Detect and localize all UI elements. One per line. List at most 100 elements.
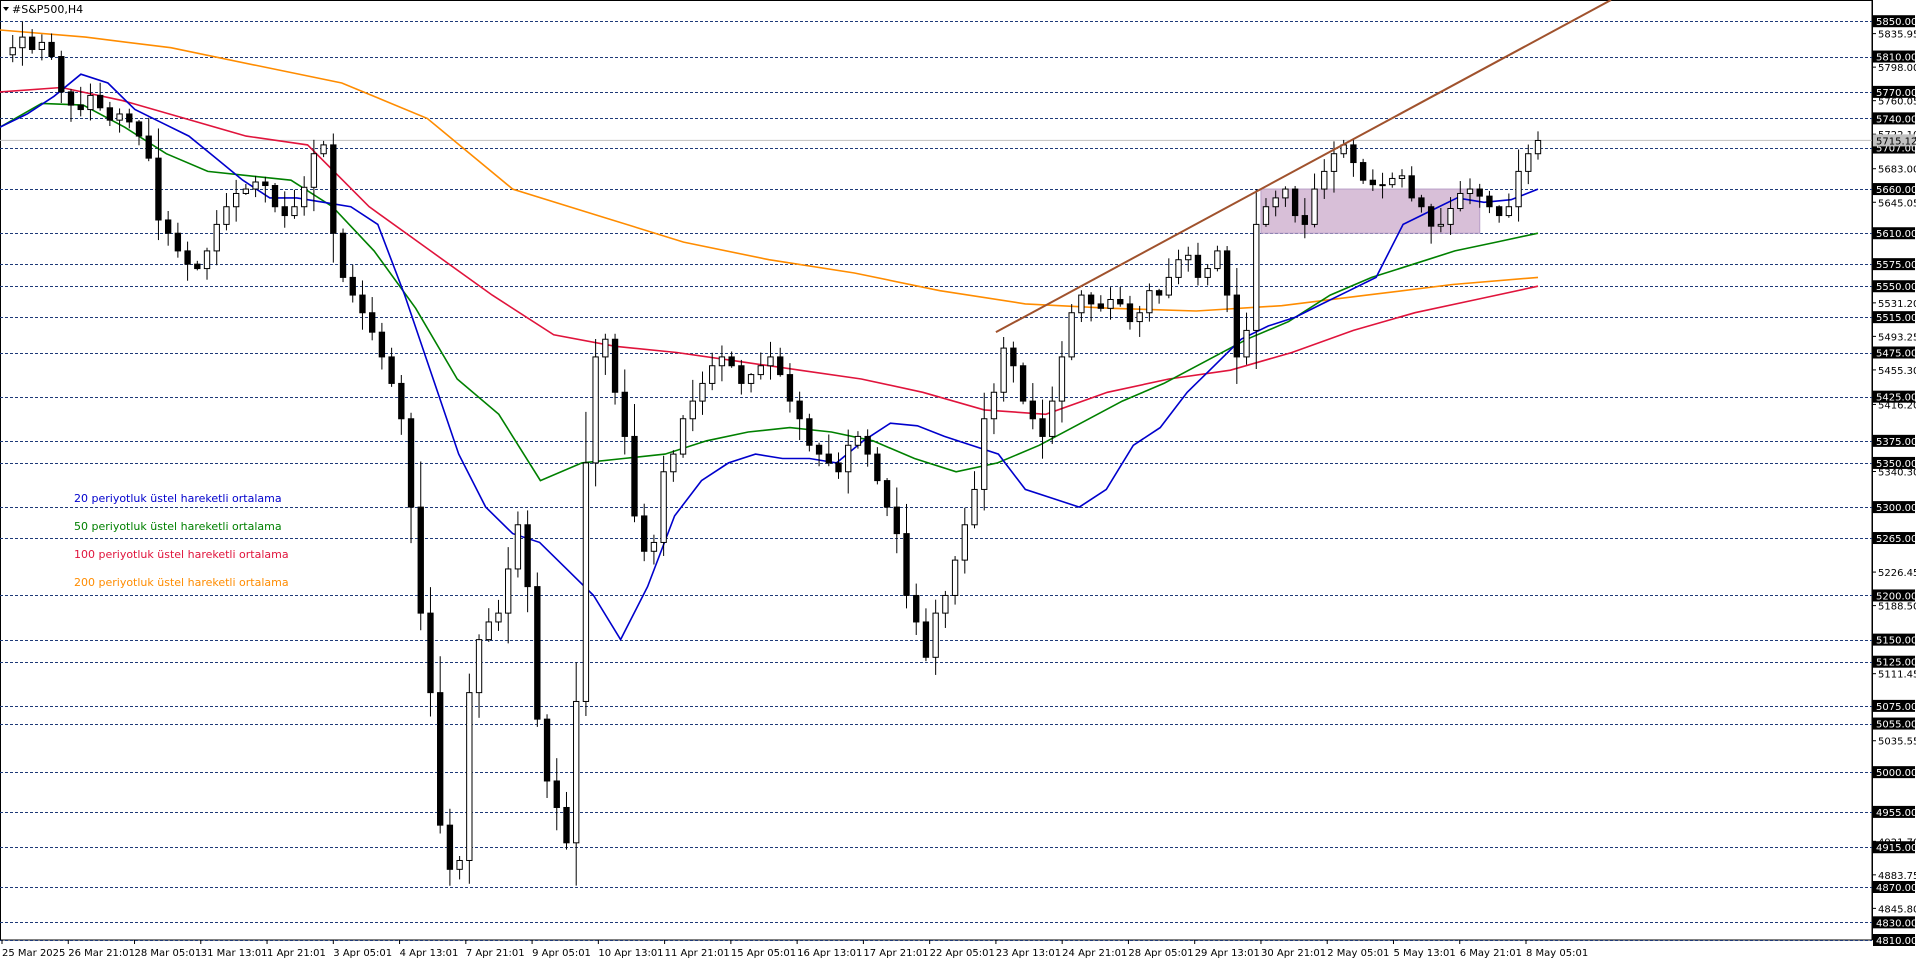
candle-bear bbox=[330, 144, 337, 234]
candle-bull bbox=[1243, 329, 1250, 358]
time-tick-label: 7 Apr 21:01 bbox=[466, 948, 525, 959]
time-tick-label: 10 Apr 13:01 bbox=[598, 948, 663, 959]
candle-bull bbox=[242, 188, 250, 194]
candle-bull bbox=[475, 639, 483, 694]
candle-bear bbox=[611, 338, 619, 393]
candle-bear bbox=[543, 718, 551, 782]
candle-bull bbox=[961, 524, 968, 561]
candle-bear bbox=[58, 56, 65, 93]
candle-bull bbox=[232, 192, 240, 208]
candle-bull bbox=[1457, 192, 1464, 209]
candle-bear bbox=[1126, 303, 1134, 323]
price-level-label: 5475.00 bbox=[1876, 349, 1916, 360]
time-tick-label: 5 May 13:01 bbox=[1393, 948, 1455, 959]
candle-bull bbox=[514, 524, 522, 570]
candle-bull bbox=[699, 382, 706, 402]
price-level-tag bbox=[1873, 880, 1915, 893]
candle-bear bbox=[641, 515, 648, 552]
candle-bear bbox=[339, 232, 347, 278]
candle-bull bbox=[767, 356, 774, 367]
candle-bull bbox=[213, 223, 220, 252]
candle-bear bbox=[913, 594, 920, 623]
candle-bull bbox=[1165, 276, 1172, 296]
legend-item: 50 periyotluk üstel hareketli ortalama bbox=[74, 520, 282, 533]
price-tick-label: 5645.05 bbox=[1878, 198, 1916, 209]
candle-bull bbox=[1311, 188, 1318, 225]
time-tick-label: 29 Apr 13:01 bbox=[1195, 948, 1260, 959]
candle-bear bbox=[48, 41, 55, 58]
price-level-label: 4955.00 bbox=[1876, 808, 1916, 819]
price-tick-label: 5188.50 bbox=[1878, 602, 1916, 613]
candle-bull bbox=[932, 612, 939, 658]
candle-bear bbox=[1194, 254, 1202, 278]
candle-bull bbox=[300, 186, 308, 208]
price-tick-label: 5798.00 bbox=[1878, 63, 1916, 74]
price-tick-label: 5111.45 bbox=[1878, 670, 1916, 681]
time-tick-label: 8 May 05:01 bbox=[1526, 948, 1588, 959]
candle-bear bbox=[126, 113, 133, 123]
candle-bear bbox=[437, 692, 444, 826]
price-level-tag bbox=[1873, 346, 1915, 359]
price-level-label: 5575.00 bbox=[1876, 260, 1916, 271]
price-tick-label: 5416.20 bbox=[1878, 400, 1916, 411]
candle-bear bbox=[96, 94, 104, 109]
price-level-label: 5350.00 bbox=[1876, 459, 1916, 470]
price-level-label: 5075.00 bbox=[1876, 702, 1916, 713]
price-level-tag bbox=[1873, 258, 1915, 271]
candle-bear bbox=[1427, 206, 1435, 227]
candle-bear bbox=[262, 181, 269, 187]
candle-bull bbox=[1253, 223, 1260, 331]
candle-bull bbox=[942, 594, 949, 614]
price-level-label: 5850.00 bbox=[1876, 17, 1916, 28]
candle-bear bbox=[135, 121, 143, 137]
time-tick-label: 6 May 21:01 bbox=[1460, 948, 1522, 959]
candle-bear bbox=[359, 294, 366, 314]
candle-bear bbox=[1369, 179, 1377, 186]
candle-bull bbox=[854, 435, 862, 446]
time-tick-label: 15 Apr 05:01 bbox=[731, 948, 796, 959]
candle-bear bbox=[815, 444, 823, 455]
candle-bull bbox=[203, 250, 211, 270]
candle-bull bbox=[495, 612, 502, 623]
price-level-tag bbox=[1873, 85, 1915, 98]
candle-bull bbox=[592, 356, 599, 464]
price-level-tag bbox=[1873, 280, 1915, 293]
trend-line[interactable] bbox=[995, 0, 1612, 334]
triangle-down-icon[interactable] bbox=[3, 7, 9, 11]
candle-bull bbox=[1505, 206, 1513, 217]
candle-bear bbox=[806, 418, 813, 446]
candle-bull bbox=[38, 41, 46, 50]
candle-bull bbox=[1214, 250, 1221, 270]
candle-bull bbox=[1379, 184, 1386, 187]
candle-bear bbox=[874, 453, 881, 482]
candle-bear bbox=[1087, 294, 1095, 305]
price-level-tag bbox=[1873, 501, 1915, 514]
candle-bear bbox=[563, 806, 570, 844]
time-tick-label: 30 Apr 21:01 bbox=[1261, 948, 1326, 959]
candle-bear bbox=[155, 157, 162, 221]
candle-bear bbox=[417, 506, 424, 614]
candle-bull bbox=[951, 559, 959, 596]
candle-bull bbox=[650, 541, 658, 552]
candle-bull bbox=[1398, 175, 1406, 179]
price-level-label: 5265.00 bbox=[1876, 534, 1916, 545]
price-tick-label: 5683.00 bbox=[1878, 165, 1916, 176]
price-level-label: 5660.00 bbox=[1876, 185, 1916, 196]
candle-bull bbox=[689, 400, 696, 420]
price-level-tag bbox=[1873, 699, 1915, 712]
price-level-tag bbox=[1873, 227, 1915, 240]
candle-bear bbox=[1291, 188, 1299, 217]
candle-bear bbox=[1486, 195, 1493, 208]
candle-bull bbox=[709, 365, 716, 384]
candle-bear bbox=[407, 418, 415, 508]
candle-bull bbox=[1146, 290, 1153, 314]
time-tick-label: 26 Mar 21:01 bbox=[68, 948, 135, 959]
chart-header: #S&P500,H4 bbox=[3, 3, 83, 16]
time-tick-label: 28 Apr 05:01 bbox=[1128, 948, 1193, 959]
time-tick-label: 23 Apr 13:01 bbox=[996, 948, 1061, 959]
candle-bull bbox=[223, 206, 230, 225]
candle-bull bbox=[466, 692, 473, 861]
price-level-tag bbox=[1873, 841, 1915, 854]
candle-bull bbox=[1136, 312, 1143, 323]
